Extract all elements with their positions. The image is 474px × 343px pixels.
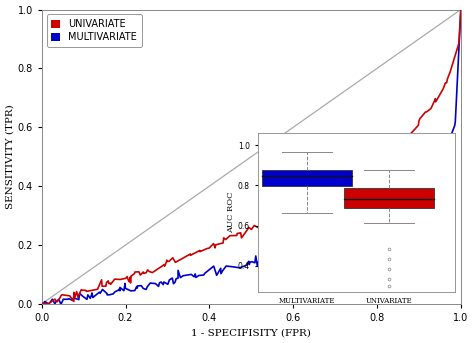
UNIVARIATE (325, 189, 330, 193)
UNIVARIATE (266, 220, 272, 224)
Legend: UNIVARIATE, MULTIVARIATE: UNIVARIATE, MULTIVARIATE (46, 14, 142, 47)
MULTIVARIATE (201, 273, 207, 277)
MULTIVARIATE (39, 302, 45, 306)
UNIVARIATE (267, 216, 273, 220)
UNIVARIATE (42, 302, 47, 306)
UNIVARIATE (221, 236, 227, 240)
UNIVARIATE (246, 225, 252, 229)
MULTIVARIATE (458, 8, 464, 12)
X-axis label: 1 - SPECIFISITY (FPR): 1 - SPECIFISITY (FPR) (191, 329, 311, 338)
Y-axis label: SENSITIVITY (TPR): SENSITIVITY (TPR) (6, 104, 15, 209)
MULTIVARIATE (230, 265, 236, 269)
UNIVARIATE (173, 260, 178, 264)
UNIVARIATE (39, 301, 45, 305)
MULTIVARIATE (294, 242, 300, 246)
MULTIVARIATE (237, 266, 243, 270)
Line: UNIVARIATE: UNIVARIATE (42, 10, 461, 304)
Line: MULTIVARIATE: MULTIVARIATE (42, 10, 461, 304)
MULTIVARIATE (160, 283, 166, 287)
UNIVARIATE (458, 8, 464, 12)
MULTIVARIATE (175, 268, 181, 272)
